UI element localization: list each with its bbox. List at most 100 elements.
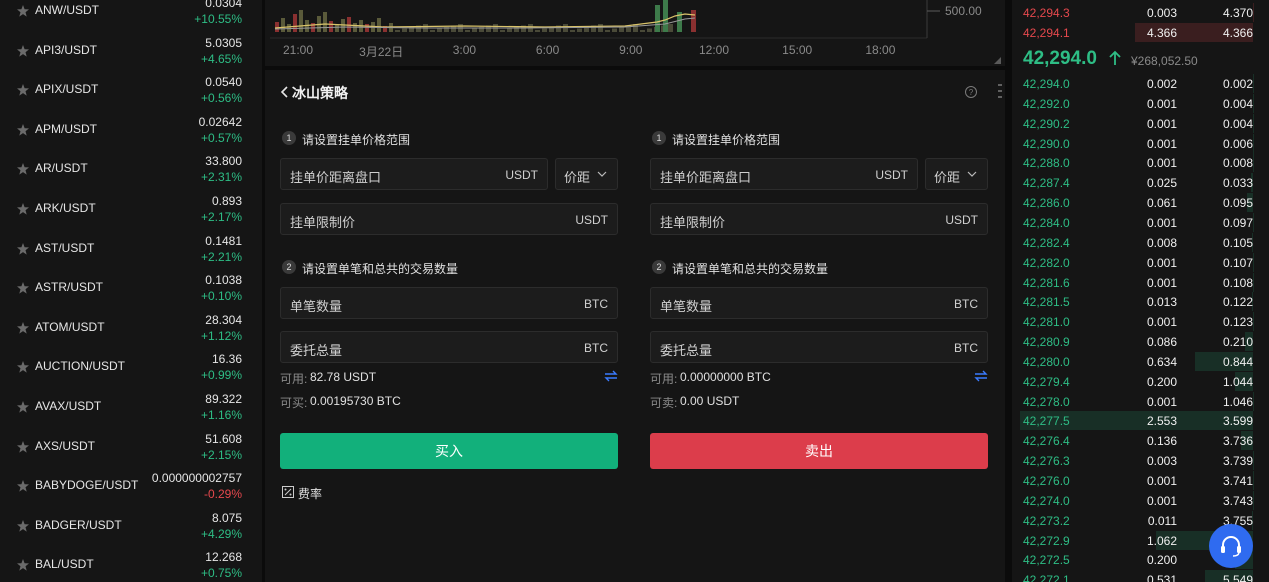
market-row[interactable]: BAL/USDT 12.268 +0.75%: [0, 545, 262, 582]
time-label: 12:00: [698, 43, 730, 57]
book-total: 0.095: [1222, 196, 1253, 211]
market-row[interactable]: AUCTION/USDT 16.36 +0.99%: [0, 347, 262, 387]
market-row[interactable]: APIX/USDT 0.0540 +0.56%: [0, 70, 262, 110]
book-amount: 0.001: [1146, 394, 1177, 409]
market-row[interactable]: AVAX/USDT 89.322 +1.16%: [0, 387, 262, 427]
book-price: 42,272.5: [1023, 553, 1070, 568]
book-amount: 0.001: [1146, 96, 1177, 111]
input-field[interactable]: 挂单限制价 USDT: [650, 203, 988, 235]
mode-dropdown[interactable]: 价距: [555, 158, 618, 190]
depth-bar: [1195, 351, 1253, 371]
symbol: AXS/USDT: [35, 438, 96, 453]
book-amount: 0.200: [1146, 553, 1177, 568]
input-placeholder: 挂单限制价: [290, 215, 356, 230]
step-number: 1: [652, 131, 666, 145]
favorite-star[interactable]: [17, 559, 29, 571]
favorite-star[interactable]: [17, 321, 29, 334]
market-row[interactable]: AR/USDT 33.800 +2.31%: [0, 149, 262, 189]
favorite-star[interactable]: [17, 361, 29, 373]
panel-title: 冰山策略: [292, 85, 348, 101]
price: 0.0304: [205, 0, 242, 10]
book-total: 0.004: [1222, 96, 1253, 111]
market-row[interactable]: AXS/USDT 51.608 +2.15%: [0, 427, 262, 467]
step-number: 2: [282, 260, 296, 274]
input-unit: USDT: [945, 213, 978, 227]
depth-bar: [1240, 431, 1253, 451]
buy-column: 1 请设置挂单价格范围 挂单价距离盘口 USDT 价距 挂单限制价 USDT 2 请设置单笔和总…: [280, 70, 618, 582]
book-amount: 0.001: [1146, 493, 1177, 508]
mode-dropdown[interactable]: 价距: [925, 158, 988, 190]
change: +2.21%: [200, 249, 242, 264]
time-label: 18:00: [865, 43, 896, 57]
book-price: 42,274.0: [1023, 493, 1070, 508]
favorite-star[interactable]: [17, 44, 29, 57]
menu-icon[interactable]: [998, 84, 1002, 98]
market-row[interactable]: AST/USDT 0.1481 +2.21%: [0, 229, 262, 269]
max-value: 0.00 USDT: [680, 394, 740, 408]
favorite-star[interactable]: [17, 203, 29, 215]
depth-bar: [1252, 510, 1253, 530]
input-field[interactable]: 挂单限制价 USDT: [280, 203, 618, 235]
market-row[interactable]: BADGER/USDT 8.075 +4.29%: [0, 506, 262, 546]
depth-bar: [1251, 292, 1253, 312]
symbol: AVAX/USDT: [35, 399, 102, 413]
book-amount: 0.002: [1146, 77, 1177, 91]
symbol: ARK/USDT: [35, 201, 96, 215]
buy-button[interactable]: 买入: [280, 433, 618, 469]
input-field[interactable]: 单笔数量 BTC: [280, 287, 618, 319]
input-field[interactable]: 挂单价距离盘口 USDT: [650, 158, 918, 190]
symbol: BADGER/USDT: [35, 517, 122, 532]
favorite-star[interactable]: [17, 480, 29, 492]
book-total: 5.549: [1222, 573, 1253, 582]
up-arrow: [1109, 50, 1121, 65]
max-label: 可卖:: [650, 396, 678, 410]
step-title: 请设置单笔和总共的交易数量: [672, 262, 829, 276]
help-icon[interactable]: ?: [965, 86, 977, 98]
favorite-star[interactable]: [17, 242, 29, 255]
symbol: ATOM/USDT: [35, 319, 105, 334]
book-amount: 0.013: [1146, 295, 1177, 310]
book-price: 42,281.0: [1023, 315, 1070, 330]
market-row[interactable]: ANW/USDT 0.0304 +10.55%: [0, 0, 262, 31]
market-row[interactable]: ARK/USDT 0.893 +2.17%: [0, 189, 262, 229]
book-amount: 0.001: [1146, 255, 1177, 270]
favorite-star[interactable]: [17, 282, 29, 294]
price: 16.36: [211, 352, 242, 367]
favorite-star[interactable]: [17, 163, 29, 175]
price: 28.304: [205, 312, 242, 327]
book-price: 42,281.6: [1023, 275, 1070, 290]
favorite-star[interactable]: [17, 5, 29, 17]
market-row[interactable]: ATOM/USDT 28.304 +1.12%: [0, 308, 262, 348]
market-row[interactable]: ASTR/USDT 0.1038 +0.10%: [0, 268, 262, 308]
transfer-icon[interactable]: [604, 370, 618, 382]
support-button[interactable]: [1209, 524, 1253, 568]
input-field[interactable]: 挂单价距离盘口 USDT: [280, 158, 548, 190]
book-total: 0.097: [1222, 215, 1253, 230]
price: 12.268: [205, 550, 242, 565]
back-button[interactable]: [280, 86, 289, 98]
fee-link[interactable]: 费率: [298, 487, 323, 501]
input-field[interactable]: 委托总量 BTC: [280, 331, 618, 363]
input-field[interactable]: 单笔数量 BTC: [650, 287, 988, 319]
depth-bar: [1250, 173, 1253, 193]
sell-button[interactable]: 卖出: [650, 433, 988, 469]
fee-icon: [282, 486, 294, 498]
input-placeholder: 单笔数量: [290, 299, 343, 314]
market-row[interactable]: BABYDOGE/USDT 0.000000002757 -0.29%: [0, 466, 262, 506]
book-price: 42,280.0: [1023, 354, 1070, 369]
strategy-panel: 冰山策略? 1 请设置挂单价格范围 挂单价距离盘口 USDT 价距 挂单限制价 USDT 2 请设…: [265, 70, 1005, 582]
book-amount: 0.086: [1146, 335, 1177, 350]
transfer-icon[interactable]: [974, 370, 988, 382]
favorite-star[interactable]: [17, 84, 29, 96]
favorite-star[interactable]: [17, 519, 29, 532]
input-field[interactable]: 委托总量 BTC: [650, 331, 988, 363]
favorite-star[interactable]: [17, 401, 29, 413]
input-unit: USDT: [575, 213, 608, 227]
book-amount: 4.366: [1146, 26, 1177, 40]
favorite-star[interactable]: [17, 440, 29, 453]
market-row[interactable]: APM/USDT 0.02642 +0.57%: [0, 110, 262, 150]
market-row[interactable]: API3/USDT 5.0305 +4.65%: [0, 31, 262, 71]
last-price-cny: ¥268,052.50: [1131, 54, 1198, 68]
favorite-star[interactable]: [17, 123, 29, 136]
